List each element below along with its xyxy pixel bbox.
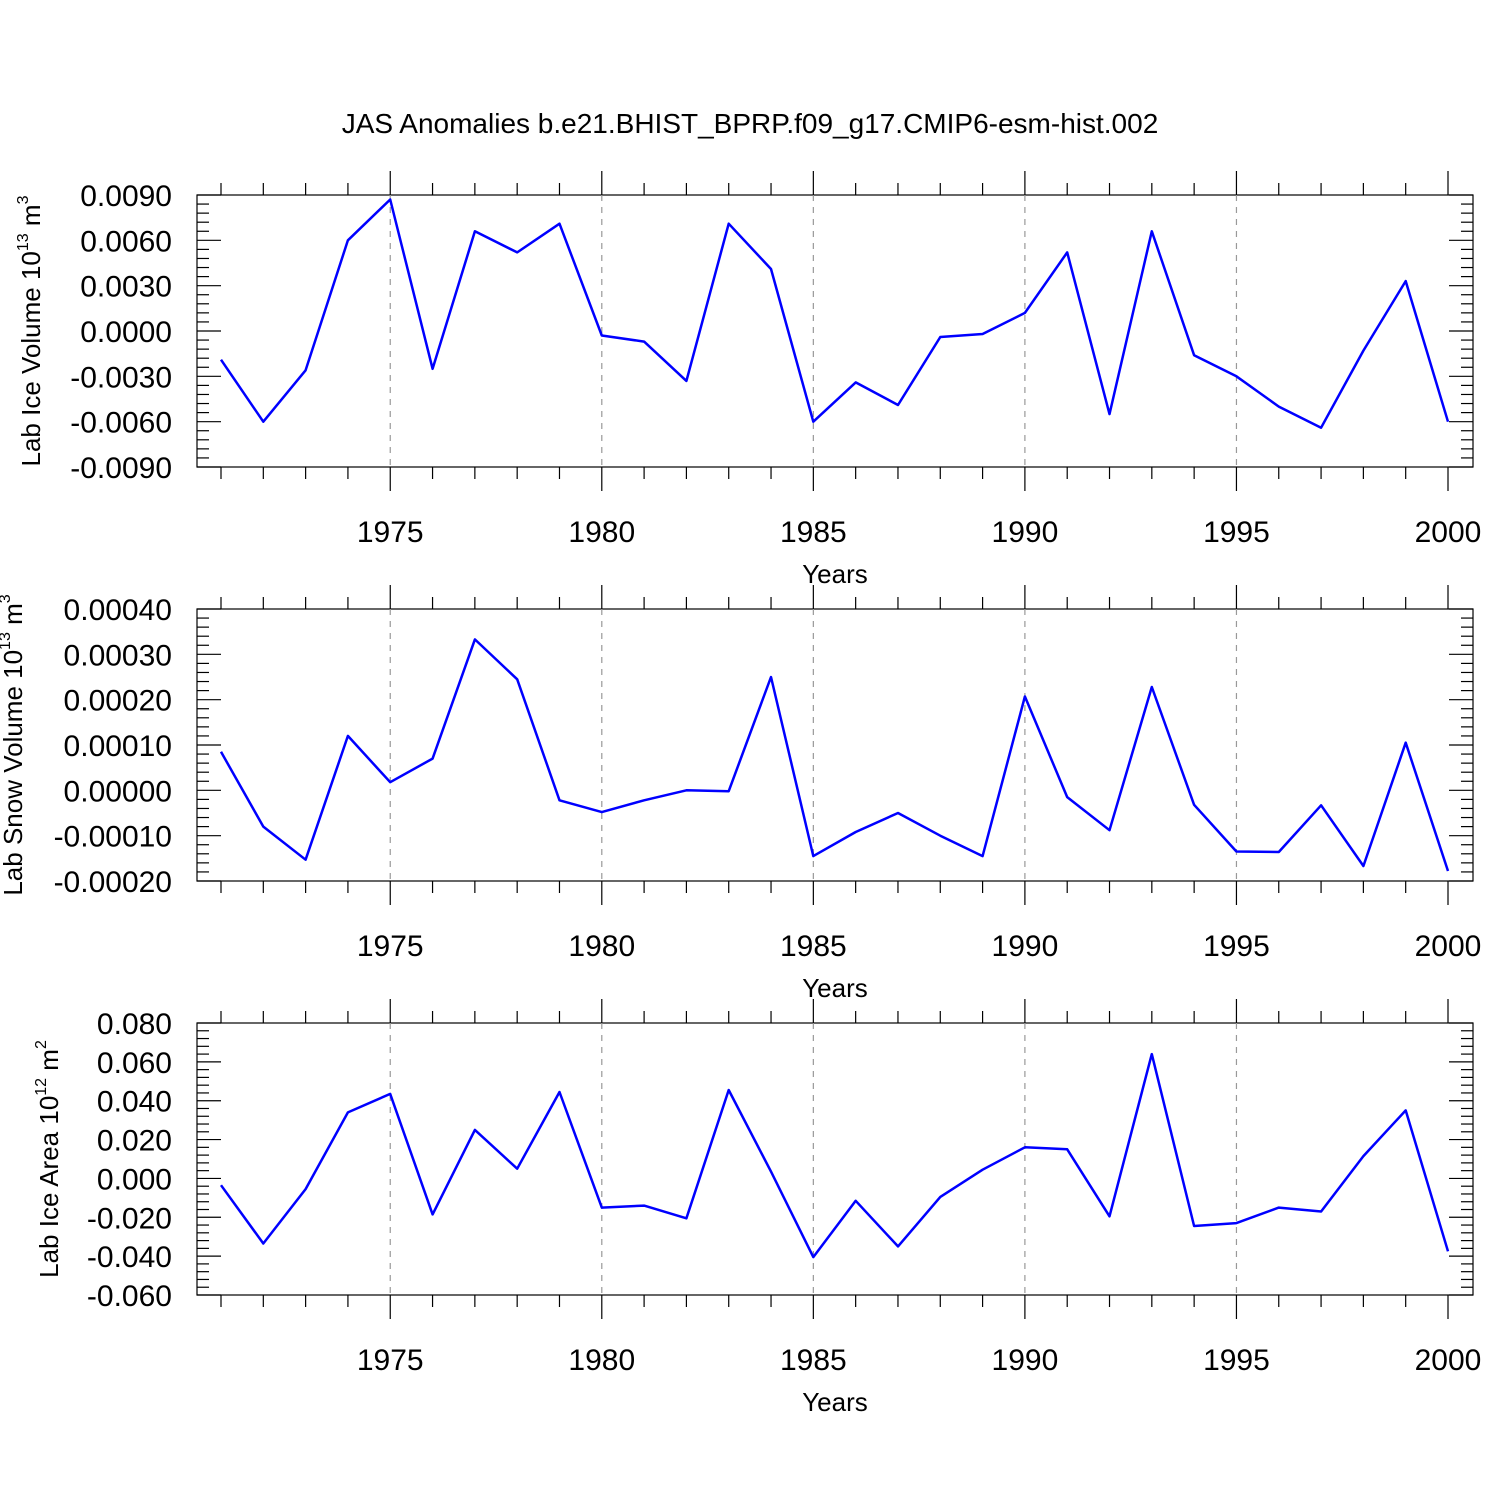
plot-frame [196, 1022, 1474, 1296]
x-tick-label: 1995 [1203, 930, 1270, 963]
x-tick-label: 1990 [992, 930, 1059, 963]
x-tick-label: 1990 [992, 516, 1059, 549]
panel-2: 1975 1980 1985 1990 1995 2000 Years -0.00020 -0.… [0, 585, 1481, 1003]
series-line [219, 198, 1450, 429]
y-axis-title: Lab Snow Volume 1013 m3 [0, 594, 28, 895]
y-tick-label: 0.0090 [80, 180, 172, 213]
y-tick-label: -0.00020 [54, 866, 172, 899]
series-line [219, 638, 1450, 872]
x-axis-title: Years [802, 1387, 868, 1417]
y-tick-label: 0.080 [97, 1008, 172, 1041]
plot-frame [196, 608, 1474, 882]
x-tick-label: 1975 [357, 1344, 424, 1377]
panel-1: 1975 1980 1985 1990 1995 2000 Years -0.0090 -0.0… [15, 171, 1481, 589]
x-axis-title: Years [802, 559, 868, 589]
figure-title: JAS Anomalies b.e21.BHIST_BPRP.f09_g17.C… [342, 108, 1159, 139]
y-tick-label: -0.040 [87, 1241, 172, 1274]
y-tick-label: 0.00000 [64, 775, 172, 808]
x-tick-label: 1980 [568, 1344, 635, 1377]
x-tick-label: 1985 [780, 930, 847, 963]
y-tick-label: -0.00010 [54, 821, 172, 854]
x-tick-label: 1985 [780, 516, 847, 549]
y-tick-label: 0.040 [97, 1086, 172, 1119]
y-tick-label: -0.0090 [70, 452, 172, 485]
y-axis-title: Lab Ice Volume 1013 m3 [15, 195, 46, 466]
y-tick-label: 0.00020 [64, 685, 172, 718]
x-tick-label: 2000 [1415, 516, 1482, 549]
x-tick-label: 1975 [357, 930, 424, 963]
x-tick-label: 1980 [568, 516, 635, 549]
y-tick-label: 0.00030 [64, 639, 172, 672]
x-tick-label: 1975 [357, 516, 424, 549]
y-axis-title: Lab Ice Area 1012 m2 [33, 1040, 64, 1278]
x-axis-title: Years [802, 973, 868, 1003]
x-tick-label: 1985 [780, 1344, 847, 1377]
y-tick-label: 0.00040 [64, 594, 172, 627]
y-tick-label: -0.020 [87, 1202, 172, 1235]
y-tick-label: -0.0030 [70, 361, 172, 394]
x-tick-label: 1980 [568, 930, 635, 963]
y-tick-label: 0.0000 [80, 316, 172, 349]
y-tick-label: 0.020 [97, 1125, 172, 1158]
y-tick-label: 0.00010 [64, 730, 172, 763]
x-tick-label: 2000 [1415, 930, 1482, 963]
y-tick-label: 0.0030 [80, 271, 172, 304]
x-tick-label: 2000 [1415, 1344, 1482, 1377]
x-tick-label: 1995 [1203, 516, 1270, 549]
y-tick-label: -0.0060 [70, 407, 172, 440]
x-tick-label: 1990 [992, 1344, 1059, 1377]
series-line [219, 1052, 1450, 1259]
y-tick-label: 0.000 [97, 1163, 172, 1196]
x-tick-label: 1995 [1203, 1344, 1270, 1377]
y-tick-label: 0.060 [97, 1047, 172, 1080]
plot-frame [196, 194, 1474, 468]
panel-3: 1975 1980 1985 1990 1995 2000 Years -0.060 -0.04… [33, 999, 1481, 1417]
y-tick-label: 0.0060 [80, 225, 172, 258]
y-tick-label: -0.060 [87, 1280, 172, 1313]
